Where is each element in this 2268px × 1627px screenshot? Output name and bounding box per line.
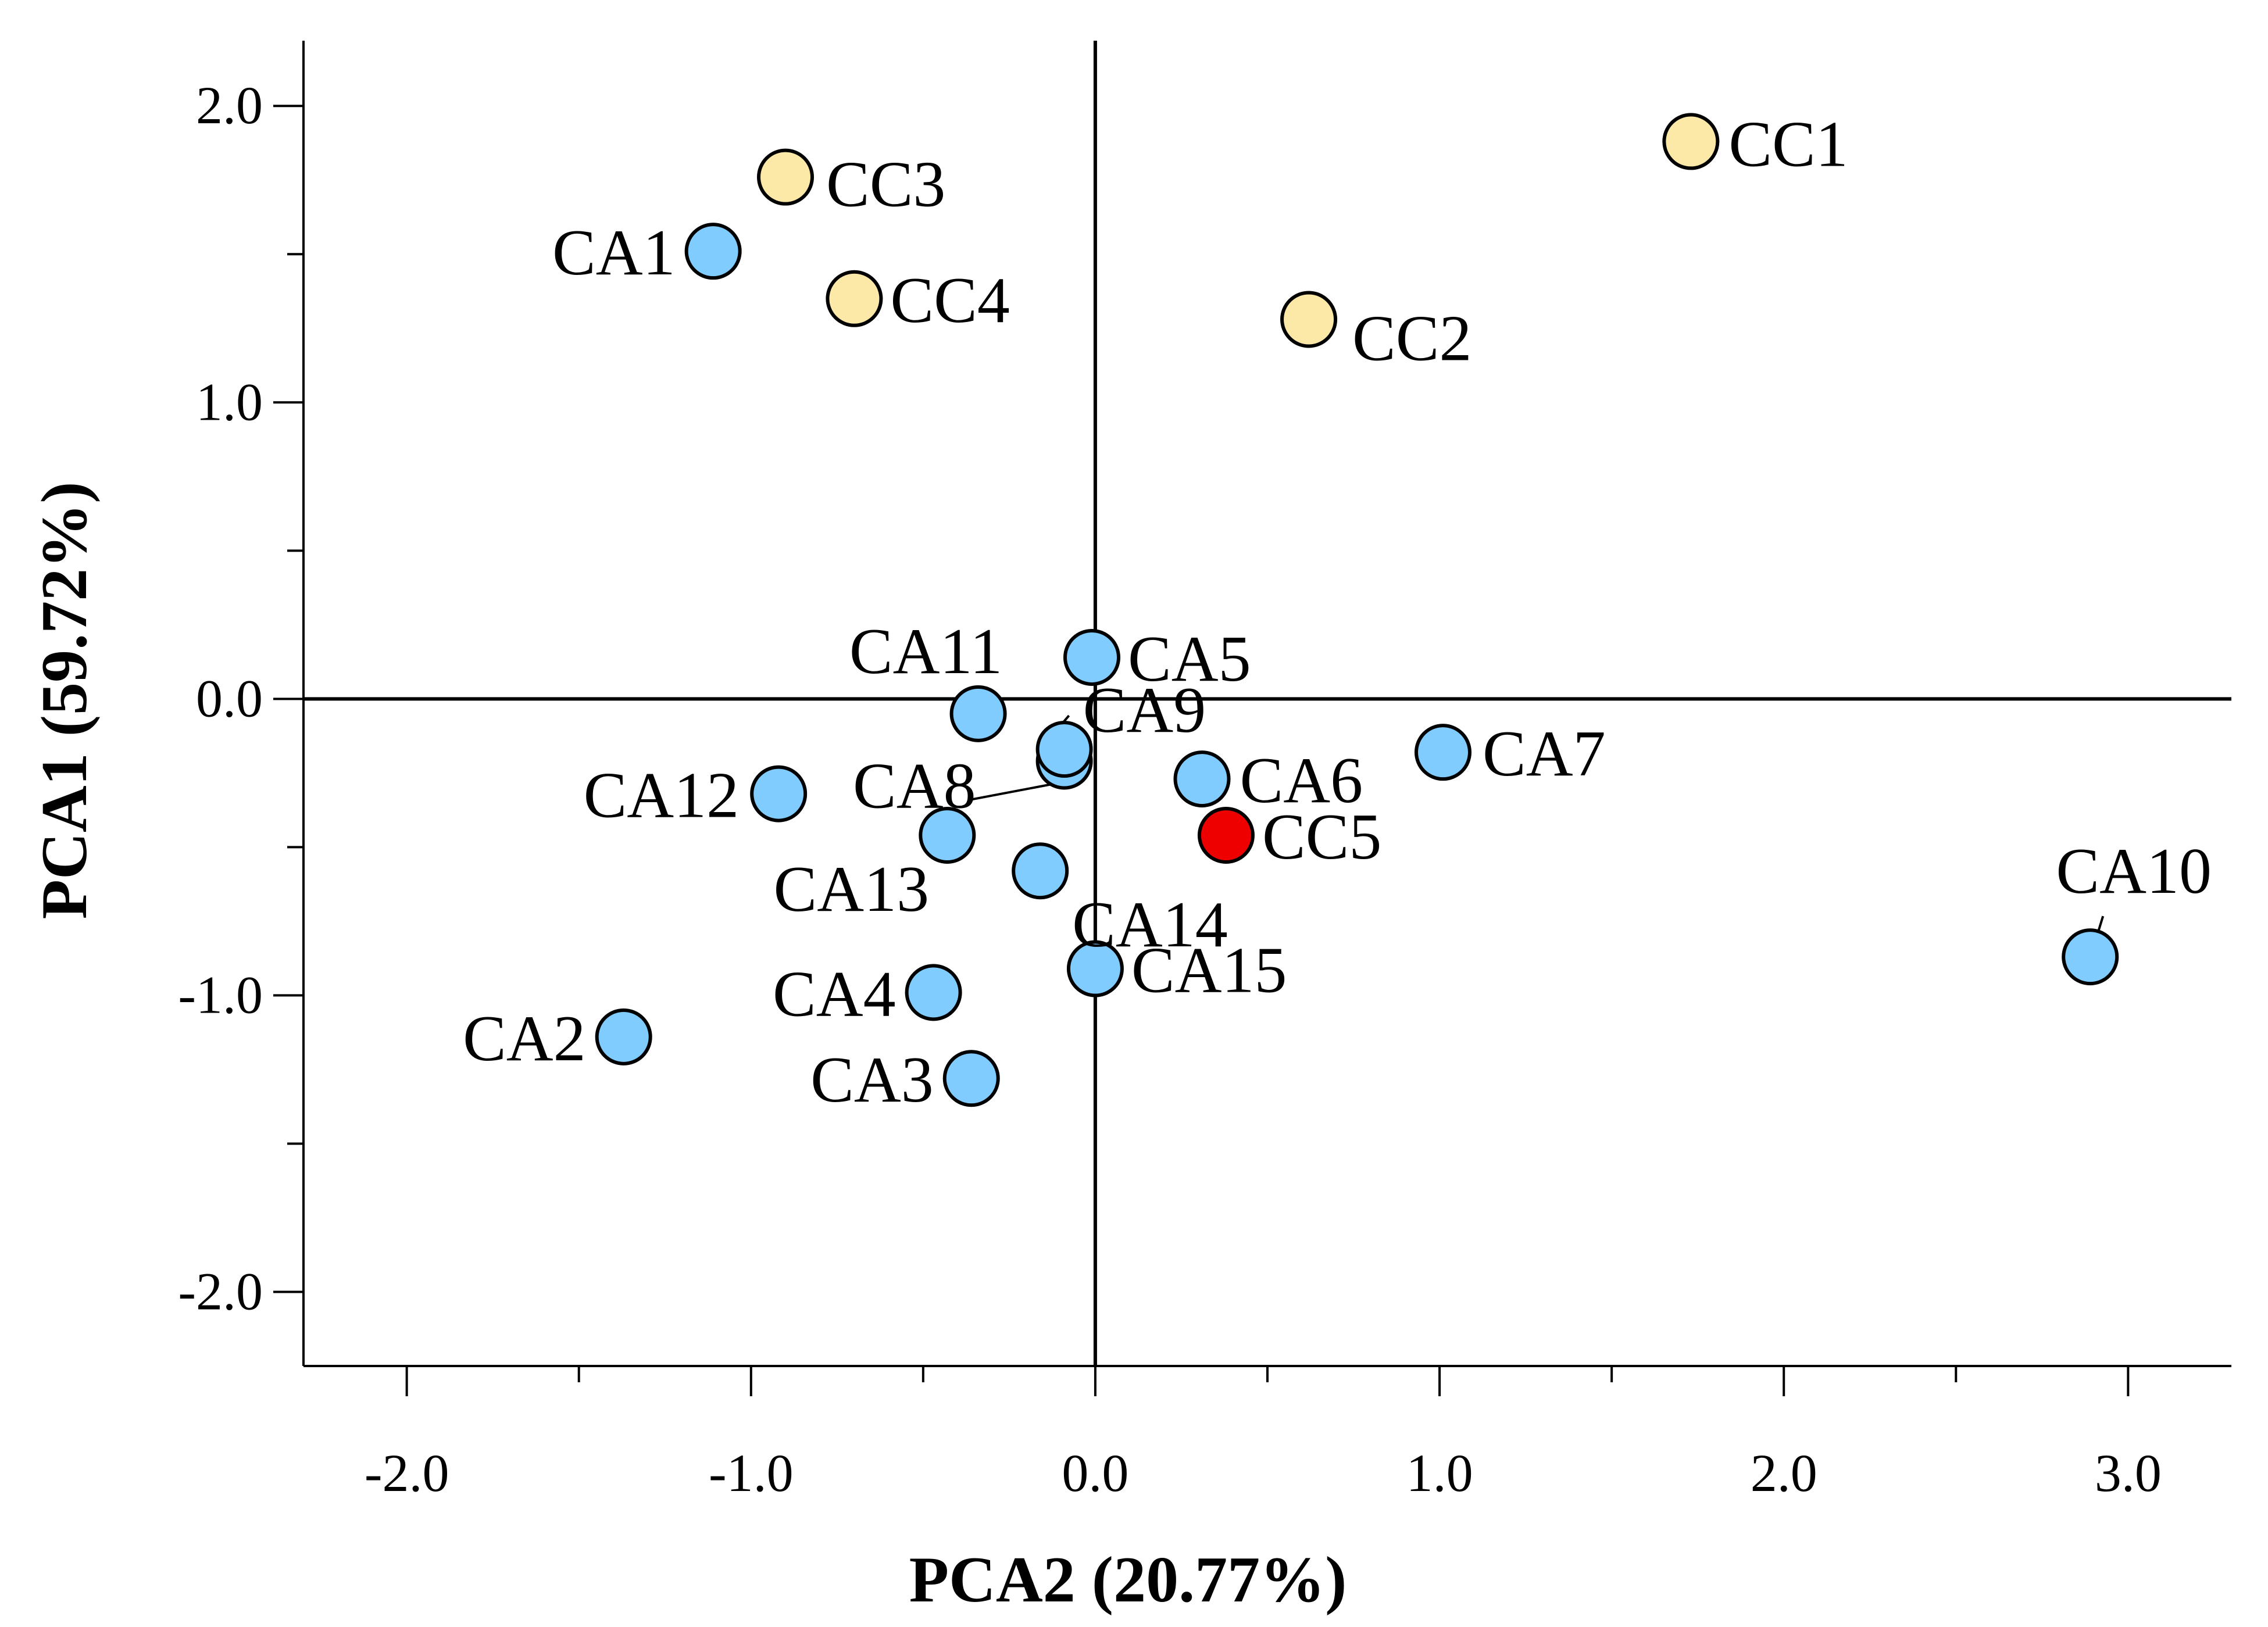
point-label-ca5: CA5 [1128,623,1251,695]
point-label-ca12: CA12 [584,760,740,832]
point-label-ca6: CA6 [1240,745,1363,817]
y-tick-label: 1.0 [196,372,263,431]
y-tick-label: -1.0 [178,965,263,1024]
point-ca1 [684,223,742,280]
point-ca11 [949,685,1007,742]
point-label-ca11: CA11 [849,616,1002,688]
point-cc1 [1662,113,1720,170]
point-ca4 [905,964,962,1021]
point-ca2 [595,1008,652,1065]
point-ca14 [1012,842,1069,900]
point-label-ca7: CA7 [1483,718,1606,790]
leader-line-ca10 [2097,916,2105,932]
x-tick-label: 3.0 [2095,1443,2162,1503]
point-label-cc3: CC3 [826,149,945,221]
point-ca15 [1066,940,1124,997]
x-tick-label: 0.0 [1062,1443,1128,1503]
point-label-cc2: CC2 [1352,302,1471,374]
x-tick-label: -1.0 [709,1443,794,1503]
y-tick-label: 0.0 [196,668,263,728]
point-cc4 [826,270,883,327]
point-label-ca13: CA13 [774,853,930,925]
point-ca9 [1035,721,1093,778]
point-label-cc5: CC5 [1262,801,1381,873]
point-label-ca3: CA3 [810,1044,934,1116]
point-ca7 [1414,724,1471,781]
point-label-ca1: CA1 [552,217,676,289]
point-ca5 [1063,628,1121,686]
point-ca12 [750,765,808,823]
point-label-ca2: CA2 [463,1003,586,1075]
point-label-ca14: CA14 [1072,889,1228,961]
point-label-ca15: CA15 [1131,935,1287,1007]
point-label-ca8: CA8 [853,750,976,822]
point-ca13 [919,806,976,864]
x-tick-label: -2.0 [365,1443,449,1503]
axes-group [302,41,2231,1367]
point-label-cc4: CC4 [890,264,1009,337]
point-labels-group: CC1 CC2 CC3 CC4 CC5 CA1 CA2 CA3 CA4 CA5 CA6 CA7 CA8 C… [463,108,2212,1116]
point-cc3 [757,148,814,206]
y-tick-label: 2.0 [196,76,263,135]
point-ca10 [2062,928,2119,986]
y-tick-label: -2.0 [178,1261,263,1321]
point-ca6 [1173,750,1231,808]
point-ca3 [942,1050,1000,1107]
point-cc5 [1197,806,1255,864]
ticks-group: -2.0 -1.0 0.0 1.0 2.0 3.0 2.0 1.0 0.0 -1.0 -2.0 [178,76,2161,1503]
point-label-ca4: CA4 [773,958,896,1030]
x-tick-label: 2.0 [1751,1443,1817,1503]
x-tick-label: 1.0 [1406,1443,1473,1503]
point-label-ca10: CA10 [2056,835,2212,907]
points-group [595,113,2119,1107]
y-axis-title: PCA1 (59.72%) [28,482,101,920]
leader-line-ca8 [971,781,1064,801]
point-label-ca9: CA9 [1083,674,1206,746]
point-cc2 [1280,291,1338,348]
point-label-cc1: CC1 [1728,108,1848,180]
x-axis-title: PCA2 (20.77%) [909,1544,1347,1616]
